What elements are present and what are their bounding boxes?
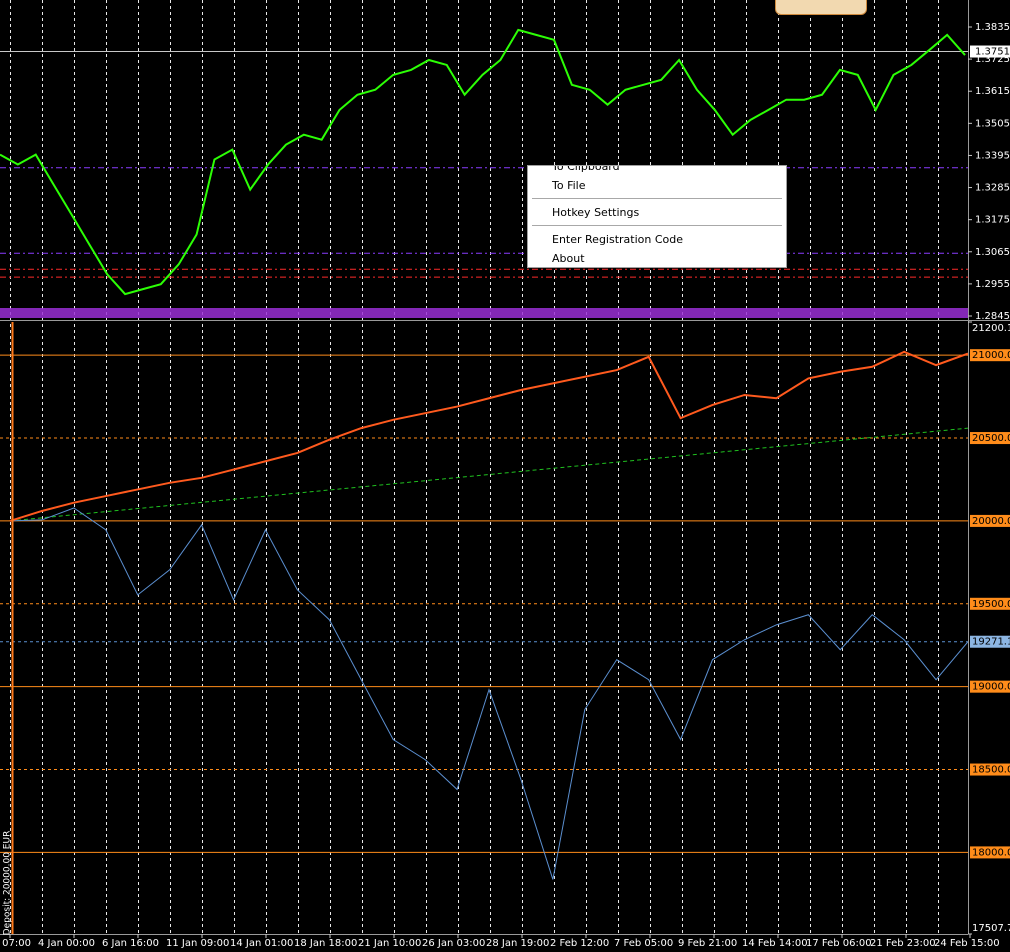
x-tick-label: 17 Feb 06:00 bbox=[806, 938, 872, 949]
x-tick-label: 14 Jan 01:00 bbox=[230, 938, 293, 949]
data-line bbox=[9, 507, 968, 880]
x-tick-label: 14 Feb 14:00 bbox=[742, 938, 808, 949]
x-tick-label: 6 Jan 16:00 bbox=[102, 938, 159, 949]
y-tick-label: 19000.0 bbox=[972, 682, 1010, 693]
x-tick-label: 26 Jan 03:00 bbox=[422, 938, 485, 949]
y-tick-box bbox=[970, 763, 1010, 776]
y-tick-label: 1.2955 bbox=[975, 279, 1010, 290]
current-price-label: 1.3751 bbox=[975, 47, 1010, 58]
data-line bbox=[0, 28, 966, 296]
y-tick-label: 20500.0 bbox=[972, 433, 1010, 444]
x-tick-label: 18 Jan 18:00 bbox=[294, 938, 357, 949]
y-tick-label: 1.3065 bbox=[975, 247, 1010, 258]
x-tick-label: 28 Jan 19:00 bbox=[486, 938, 549, 949]
current-price-box bbox=[970, 45, 1010, 58]
y-tick-box bbox=[970, 680, 1010, 693]
x-tick-label: 24 Feb 15:00 bbox=[934, 938, 1000, 949]
axes: 1.3835 1.3725 1.3615 1.3505 1.3395 1.3285 1.31… bbox=[0, 22, 1010, 949]
y-tick-label: 1.2845 bbox=[975, 311, 1010, 322]
y-tick-box bbox=[970, 514, 1010, 527]
menu-item[interactable]: To Clipboard bbox=[552, 165, 620, 173]
y-tick-label: 1.3285 bbox=[975, 183, 1010, 194]
data-line bbox=[9, 350, 968, 522]
x-tick-label: 2 Jan 07:00 bbox=[0, 938, 31, 949]
x-tick-label: 11 Jan 09:00 bbox=[166, 938, 229, 949]
y-tick-label: 1.3615 bbox=[975, 86, 1010, 97]
menu-separator bbox=[532, 198, 782, 199]
menu-item[interactable]: Enter Registration Code bbox=[552, 233, 684, 246]
current-equity-box bbox=[970, 635, 1010, 648]
y-tick-box bbox=[970, 597, 1010, 610]
context-menu: To Clipboard To File Hotkey Settings Ent… bbox=[527, 165, 787, 268]
y-tick-label: 19500.0 bbox=[972, 599, 1010, 610]
x-tick-label: 4 Jan 00:00 bbox=[38, 938, 95, 949]
y-tick-label: 21200.17 bbox=[972, 323, 1010, 334]
x-tick-label: 21 Jan 10:00 bbox=[358, 938, 421, 949]
y-tick-label: 21000.0 bbox=[972, 350, 1010, 361]
price-panel bbox=[0, 28, 968, 296]
volume-strip bbox=[0, 308, 968, 318]
x-tick-label: 2 Feb 12:00 bbox=[550, 938, 609, 949]
y-tick-label: 18500.0 bbox=[972, 765, 1010, 776]
y-tick-label: 1.3175 bbox=[975, 215, 1010, 226]
y-tick-label: 1.3395 bbox=[975, 150, 1010, 161]
x-tick-label: 21 Feb 23:00 bbox=[870, 938, 936, 949]
y-tick-label: 1.3835 bbox=[975, 22, 1010, 33]
top-tab[interactable] bbox=[775, 0, 867, 15]
y-tick-box bbox=[970, 846, 1010, 859]
deposit-label: Deposit: 20000.00 EUR bbox=[3, 831, 13, 936]
current-equity-label: 19271.1 bbox=[972, 637, 1010, 648]
equity-panel bbox=[0, 350, 968, 880]
y-tick-box bbox=[970, 432, 1010, 445]
y-tick-label: 1.3725 bbox=[975, 54, 1010, 65]
x-tick-label: 9 Feb 21:00 bbox=[678, 938, 737, 949]
menu-item[interactable]: About bbox=[552, 252, 585, 265]
menu-separator bbox=[532, 225, 782, 226]
y-tick-label: 17507.72 bbox=[972, 923, 1010, 934]
x-tick-label: 7 Feb 05:00 bbox=[614, 938, 673, 949]
menu-item[interactable]: To File bbox=[552, 179, 586, 192]
y-tick-box bbox=[970, 349, 1010, 362]
y-tick-label: 18000.0 bbox=[972, 847, 1010, 858]
menu-item[interactable]: Hotkey Settings bbox=[552, 206, 640, 219]
y-tick-label: 1.3505 bbox=[975, 118, 1010, 129]
y-tick-label: 20000.0 bbox=[972, 516, 1010, 527]
